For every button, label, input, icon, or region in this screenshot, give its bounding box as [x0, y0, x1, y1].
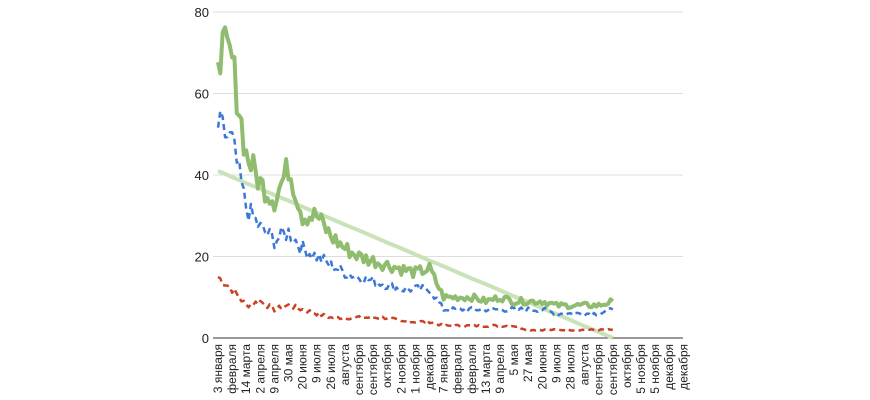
x-tick-label: декабря [676, 344, 690, 390]
x-tick-label: 9 июля [310, 344, 324, 383]
x-tick-label: февраля [225, 344, 239, 394]
x-tick-label: 30 мая [282, 344, 296, 382]
x-tick-label: октября [380, 344, 394, 388]
x-tick-label: сентября [606, 344, 620, 395]
x-tick-label: сентября [592, 344, 606, 395]
x-tick-label: сентября [352, 344, 366, 395]
x-tick-label: 3 января [211, 344, 225, 393]
x-tick-label: октября [620, 344, 634, 388]
x-tick-label: 9 июля [549, 344, 563, 383]
y-tick-label: 60 [195, 87, 209, 102]
x-tick-label: 28 июля [564, 344, 578, 390]
x-tick-label: 26 июля [324, 344, 338, 390]
series-line-trend [217, 169, 614, 340]
x-tick-label: 20 июня [296, 344, 310, 390]
series-line-red [217, 275, 613, 332]
x-tick-label: сентября [366, 344, 380, 395]
x-tick-label: 9 апреля [267, 344, 281, 394]
y-tick-label: 0 [202, 331, 209, 346]
x-tick-label: 20 июня [535, 344, 549, 390]
x-tick-label: декабря [662, 344, 676, 390]
x-tick-label: 1 ноября [408, 344, 422, 394]
x-tick-label: 27 мая [521, 344, 535, 382]
y-tick-label: 80 [195, 5, 209, 20]
x-tick-label: августа [338, 344, 352, 386]
series-line-blue [216, 109, 614, 317]
y-tick-label: 20 [195, 250, 209, 265]
x-tick-label: 5 ноября [634, 344, 648, 394]
x-tick-label: 7 января [437, 344, 451, 393]
x-tick-label: 14 марта [239, 344, 253, 394]
x-tick-label: 13 марта [479, 344, 493, 394]
x-tick-label: 2 ноября [394, 344, 408, 394]
x-tick-label: 2 апреля [253, 344, 267, 394]
x-tick-label: 5 мая [507, 344, 521, 375]
y-tick-label: 40 [195, 168, 209, 183]
x-tick-label: февраля [451, 344, 465, 394]
x-tick-label: августа [578, 344, 592, 386]
x-tick-label: декабря [423, 344, 437, 390]
x-tick-label: февраля [465, 344, 479, 394]
x-tick-label: 9 апреля [493, 344, 507, 394]
x-tick-label: 5 ноября [648, 344, 662, 394]
series-line-green [216, 25, 615, 311]
